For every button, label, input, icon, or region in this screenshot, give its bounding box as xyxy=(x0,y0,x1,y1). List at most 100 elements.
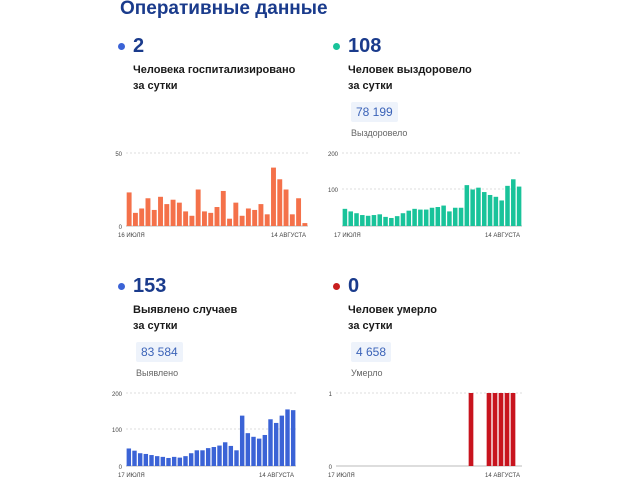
bar xyxy=(470,189,475,226)
bar xyxy=(262,434,268,466)
bar xyxy=(435,207,441,226)
metric-description-line: Выявлено случаев xyxy=(133,304,238,316)
bar xyxy=(170,199,176,226)
bar xyxy=(158,196,163,226)
x-start-label: 16 ИЮЛЯ xyxy=(118,233,145,239)
bar xyxy=(389,217,394,226)
bar xyxy=(126,192,132,226)
y-tick-label: 200 xyxy=(112,392,123,398)
bar xyxy=(394,216,400,226)
total-badge: 83 584 xyxy=(136,342,183,362)
bar xyxy=(447,211,452,226)
bar xyxy=(365,215,371,226)
bar xyxy=(268,419,273,466)
bar xyxy=(429,207,435,226)
metric-row: 153 xyxy=(118,274,166,298)
bar xyxy=(354,213,359,226)
bar xyxy=(208,212,214,226)
metric-description-line: Человека госпитализировано xyxy=(133,64,296,76)
bar xyxy=(377,214,383,226)
metric-description-line: Человек выздоровело xyxy=(348,64,472,76)
bar xyxy=(222,442,228,466)
bar xyxy=(441,205,446,226)
y-tick-label: 0 xyxy=(329,465,333,471)
bar xyxy=(239,215,245,226)
chart-recovered: 200 100 17 ИЮЛЯ 14 АВГУСТА xyxy=(328,152,522,239)
bar xyxy=(234,450,239,466)
metric-value: 108 xyxy=(348,34,382,57)
metric-description: Выявлено случаев за сутки xyxy=(133,302,323,334)
bar xyxy=(289,214,295,226)
metric-row: 0 xyxy=(333,274,359,298)
bar xyxy=(149,455,154,466)
bar xyxy=(412,208,417,226)
y-tick-label: 50 xyxy=(115,152,122,158)
y-tick-label: 100 xyxy=(328,188,339,194)
bar xyxy=(383,216,388,227)
bar xyxy=(290,410,296,466)
bar xyxy=(220,190,226,226)
bullet-dot-icon xyxy=(333,282,340,290)
bar xyxy=(400,213,406,226)
bar xyxy=(273,422,279,466)
bar xyxy=(202,211,207,226)
metric-value: 0 xyxy=(348,274,360,297)
bar xyxy=(183,211,189,226)
bar xyxy=(279,415,285,466)
metric-description-line: за сутки xyxy=(348,80,393,92)
bar xyxy=(176,202,182,226)
bar xyxy=(239,415,245,466)
x-end-label: 14 АВГУСТА xyxy=(259,473,294,479)
bar xyxy=(493,196,499,226)
bar xyxy=(264,214,270,226)
bar xyxy=(468,393,474,466)
bar xyxy=(228,445,234,466)
chart-hospitalized: 50 0 16 ИЮЛЯ 14 АВГУСТА xyxy=(115,152,308,239)
bullet-dot-icon xyxy=(118,282,125,290)
bullet-dot-icon xyxy=(333,42,340,50)
bar xyxy=(194,450,200,466)
bar xyxy=(139,208,145,226)
bar xyxy=(211,447,217,466)
bar xyxy=(143,453,149,466)
bar xyxy=(302,223,308,226)
x-start-label: 17 ИЮЛЯ xyxy=(334,233,361,239)
metric-description: Человек умерло за сутки xyxy=(348,302,538,334)
bar xyxy=(371,215,377,226)
bar xyxy=(154,456,160,466)
chart-detected: 200 100 0 17 ИЮЛЯ 14 АВГУСТА xyxy=(112,392,296,479)
bar xyxy=(504,393,510,466)
bar xyxy=(418,209,423,227)
x-end-label: 14 АВГУСТА xyxy=(485,473,520,479)
metric-description-line: Человек умерло xyxy=(348,304,437,316)
bar xyxy=(342,208,348,226)
bar xyxy=(516,186,522,226)
x-start-label: 17 ИЮЛЯ xyxy=(328,473,355,479)
bar xyxy=(132,450,137,466)
metric-row: 108 xyxy=(333,34,381,58)
metric-value: 2 xyxy=(133,34,145,57)
bar xyxy=(498,393,504,466)
total-badge: 4 658 xyxy=(351,342,392,362)
metric-description: Человек выздоровело за сутки xyxy=(348,62,538,94)
total-badge: 78 199 xyxy=(351,102,398,122)
bar xyxy=(251,436,256,466)
metric-description-line: за сутки xyxy=(133,80,178,92)
bar xyxy=(171,456,177,467)
bar xyxy=(132,212,138,226)
bar xyxy=(458,207,464,226)
bar xyxy=(177,457,183,466)
x-end-label: 14 АВГУСТА xyxy=(271,233,306,239)
bar xyxy=(145,198,151,226)
metric-description: Человека госпитализировано за сутки xyxy=(133,62,323,94)
bar xyxy=(360,215,365,226)
bar xyxy=(452,207,458,226)
y-tick-label: 0 xyxy=(119,225,123,231)
bar xyxy=(487,194,493,226)
bar xyxy=(188,453,194,466)
bar xyxy=(296,198,302,226)
bar xyxy=(245,208,251,226)
bar xyxy=(510,393,516,466)
bar xyxy=(227,218,232,226)
bar xyxy=(406,210,412,226)
